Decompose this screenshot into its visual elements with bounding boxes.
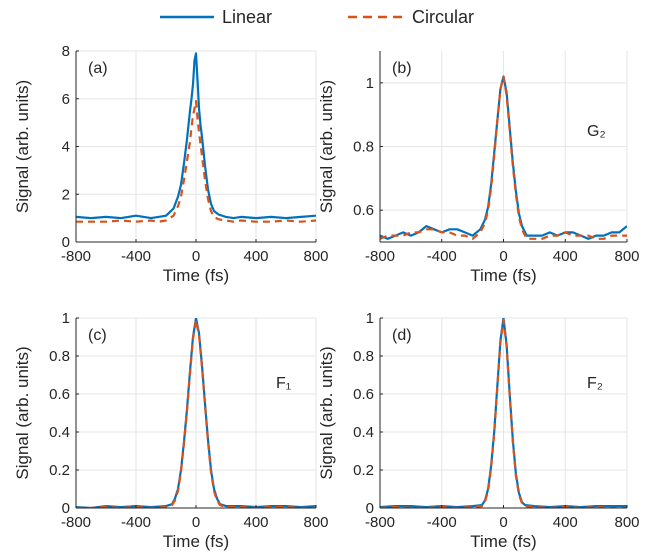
x-tick-label: 0: [192, 514, 200, 531]
x-tick-label: 400: [243, 514, 268, 531]
y-tick-label: 0: [62, 234, 70, 251]
x-tick-label: -800: [365, 248, 395, 265]
y-axis-label: Signal (arb. units): [13, 80, 32, 213]
panel-label: (c): [88, 327, 107, 344]
x-axis-label: Time (fs): [163, 532, 229, 551]
x-tick-label: -400: [121, 248, 151, 265]
panel-annotation: G₂: [587, 123, 606, 140]
panel-b: -800 -400 0 400 800 0.6 0.8 1 Time (fs) Signal (a…: [317, 51, 640, 285]
series-line-linear: [76, 52, 316, 220]
series-line-circular: [76, 318, 316, 508]
y-tick-label: 0: [366, 500, 374, 517]
y-axis-label: Signal (arb. units): [13, 346, 32, 479]
x-tick-label: -400: [121, 514, 151, 531]
panel-c: -800 -400 0 400 800 0 0.2 0.4 0.6 0.8 1 Time (fs) Si…: [13, 310, 329, 551]
y-tick-label: 4: [62, 139, 70, 156]
y-tick-label: 0: [62, 500, 70, 517]
legend-label-circular: Circular: [412, 7, 474, 27]
panel-label: (d): [392, 327, 412, 344]
y-tick-label: 0.6: [49, 386, 70, 403]
y-tick-label: 0.8: [353, 139, 374, 156]
y-tick-label: 1: [366, 310, 374, 327]
x-tick-label: 800: [614, 514, 639, 531]
x-axis-label: Time (fs): [470, 532, 536, 551]
y-tick-label: 0.8: [353, 348, 374, 365]
y-tick-label: 0.2: [353, 462, 374, 479]
y-tick-label: 0.4: [353, 424, 374, 441]
x-tick-label: 800: [614, 248, 639, 265]
x-tick-label: -800: [365, 514, 395, 531]
panel-a: -800 -400 0 400 800 0 2 4 6 8 Time (fs) Signal (arb…: [13, 43, 329, 285]
x-axis-label: Time (fs): [470, 266, 536, 285]
panel-label: (a): [88, 60, 108, 77]
y-tick-label: 1: [366, 75, 374, 92]
x-tick-label: 800: [303, 248, 328, 265]
x-tick-label: -400: [427, 514, 457, 531]
y-tick-label: 0.2: [49, 462, 70, 479]
x-tick-label: 400: [243, 248, 268, 265]
y-axis-label: Signal (arb. units): [317, 80, 336, 213]
series-line-circular: [380, 75, 627, 240]
y-tick-label: 8: [62, 43, 70, 60]
x-tick-label: 0: [192, 248, 200, 265]
legend-label-linear: Linear: [222, 7, 272, 27]
y-tick-label: 0.6: [353, 202, 374, 219]
x-tick-label: 0: [499, 514, 507, 531]
x-tick-label: 800: [303, 514, 328, 531]
panel-annotation: F₂: [587, 375, 603, 392]
y-tick-label: 6: [62, 91, 70, 108]
y-tick-label: 1: [62, 310, 70, 327]
y-tick-label: 0.6: [353, 386, 374, 403]
x-tick-label: 400: [553, 248, 578, 265]
x-tick-label: 400: [553, 514, 578, 531]
x-tick-label: -400: [427, 248, 457, 265]
panel-label: (b): [392, 60, 412, 77]
y-tick-label: 0.4: [49, 424, 70, 441]
series-line-circular: [76, 99, 316, 223]
y-axis-label: Signal (arb. units): [317, 346, 336, 479]
y-tick-label: 2: [62, 186, 70, 203]
x-axis-label: Time (fs): [163, 266, 229, 285]
x-tick-label: -800: [61, 514, 91, 531]
panel-d: -800 -400 0 400 800 0 0.2 0.4 0.6 0.8 1 Time (fs) Si…: [317, 310, 640, 551]
legend: Linear Circular: [160, 7, 474, 27]
x-tick-label: -800: [61, 248, 91, 265]
x-tick-label: 0: [499, 248, 507, 265]
panel-annotation: F₁: [276, 375, 291, 392]
y-tick-label: 0.8: [49, 348, 70, 365]
